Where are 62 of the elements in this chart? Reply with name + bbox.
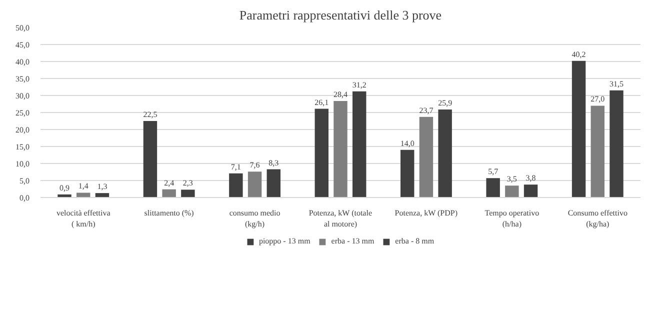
data-label: 2,3 — [182, 178, 193, 188]
x-tick-label: slittamento (%) — [144, 208, 194, 218]
data-label: 22,5 — [143, 110, 158, 119]
y-tick-label: 40,0 — [16, 58, 30, 66]
y-tick-label: 0,0 — [20, 194, 30, 202]
data-label: 7,6 — [250, 160, 260, 170]
data-label: 27,0 — [590, 94, 605, 104]
data-label: 40,2 — [572, 50, 586, 59]
chart-title: Parametri rappresentativi delle 3 prove — [239, 8, 442, 22]
data-label: 31,2 — [352, 80, 366, 90]
bar — [419, 116, 434, 198]
bar — [248, 172, 262, 198]
bar — [266, 169, 280, 198]
y-tick-label: 45,0 — [16, 40, 30, 50]
data-label: 1,4 — [78, 182, 88, 191]
data-label: 26,1 — [314, 98, 329, 107]
bar — [524, 184, 538, 198]
bar — [352, 91, 366, 198]
y-tick-label: 20,0 — [16, 126, 30, 134]
bar — [181, 190, 195, 198]
data-label: 3,5 — [506, 174, 517, 184]
bar — [314, 108, 328, 198]
data-label: 2,4 — [164, 178, 174, 188]
y-tick-label: 15,0 — [16, 142, 30, 152]
data-label: 31,5 — [610, 79, 624, 88]
data-label: 25,9 — [438, 98, 452, 108]
bar — [143, 121, 158, 198]
y-tick-label: 50,0 — [16, 24, 30, 32]
bar — [334, 100, 348, 198]
data-label: 3,8 — [526, 174, 536, 183]
y-tick-label: 5,0 — [20, 176, 30, 186]
bar — [400, 150, 414, 198]
data-label: 28,4 — [334, 90, 348, 99]
bar — [438, 109, 452, 198]
x-tick-label: Potenza, kW (PDP) — [394, 208, 458, 218]
x-tick-label: velocità effettiva ( km/h) — [56, 208, 111, 228]
bar — [572, 60, 586, 198]
legend-label: erba - 8 mm — [395, 236, 434, 246]
bar — [486, 178, 500, 198]
y-tick-label: 30,0 — [16, 92, 30, 100]
x-tick-label: Tempo operativo (h/ha) — [484, 208, 540, 228]
bar — [610, 90, 624, 198]
legend-label: pioppo - 13 mm — [258, 236, 310, 246]
legend-label: erba - 13 mm — [331, 236, 374, 246]
data-label: 1,3 — [97, 182, 108, 192]
bar — [162, 189, 176, 198]
y-tick-label: 25,0 — [16, 108, 30, 118]
data-label: 14,0 — [400, 138, 414, 148]
bar — [590, 106, 604, 198]
x-tick-label: Potenza, kW (totale al motore) — [308, 208, 372, 228]
bar — [505, 186, 519, 198]
data-label: 8,3 — [268, 158, 279, 168]
data-label: 0,9 — [60, 183, 70, 192]
bar — [76, 192, 90, 198]
x-tick-label: consumo medio (kg/h) — [229, 208, 280, 228]
x-tick-label: Consumo effettivo (kg/ha) — [568, 208, 628, 228]
y-tick-label: 35,0 — [16, 74, 30, 84]
data-label: 7,1 — [230, 162, 241, 172]
data-label: 23,7 — [419, 106, 434, 115]
y-tick-label: 10,0 — [16, 160, 30, 168]
data-label: 5,7 — [488, 167, 498, 176]
bar — [229, 173, 243, 198]
